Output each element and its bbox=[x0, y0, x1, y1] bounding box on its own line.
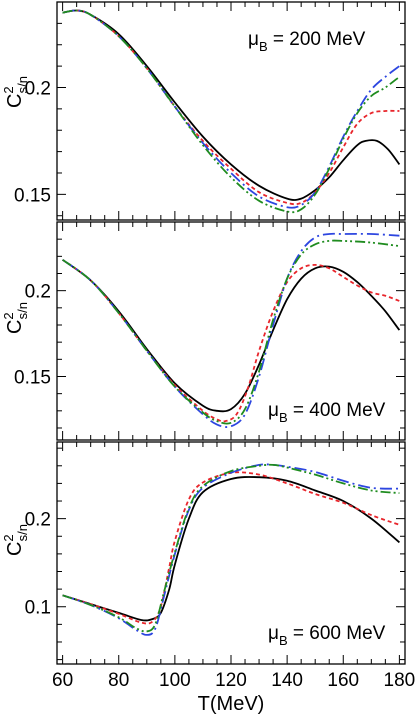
y-axis-label-main: C bbox=[4, 542, 26, 556]
series-line-0 bbox=[62, 9, 401, 201]
mu-symbol: μ bbox=[268, 623, 279, 644]
mu-symbol: μ bbox=[268, 400, 279, 421]
mu-b-annotation: μB = 600 MeV bbox=[268, 623, 386, 648]
y-axis-label-main: C bbox=[4, 94, 26, 108]
y-axis-label: C2s/n bbox=[1, 524, 30, 556]
mu-subscript: B bbox=[279, 633, 288, 648]
series-line-3 bbox=[62, 9, 400, 214]
y-tick-label: 0.15 bbox=[14, 367, 51, 388]
y-tick-label: 0.2 bbox=[25, 78, 51, 99]
mu-value: = 600 MeV bbox=[288, 623, 386, 644]
series-line-2 bbox=[62, 232, 400, 428]
series-line-1 bbox=[62, 471, 400, 625]
x-tick-label: 80 bbox=[108, 670, 129, 691]
y-tick-label: 0.2 bbox=[25, 282, 51, 303]
x-tick-label: 100 bbox=[159, 670, 191, 691]
mu-value: = 200 MeV bbox=[268, 29, 366, 50]
y-axis-label-main: C bbox=[4, 320, 26, 334]
panel-mu-600: 0.1 0.2 60 80 100 120 140 160 180 T(MeV) C2s/n μB =… bbox=[1, 441, 415, 715]
series-line-0 bbox=[62, 476, 400, 622]
mu-b-annotation: μB = 200 MeV bbox=[248, 29, 366, 54]
x-axis-label: T(MeV) bbox=[198, 693, 265, 715]
series-line-2 bbox=[62, 463, 400, 636]
mu-subscript: B bbox=[259, 39, 268, 54]
series-line-3 bbox=[62, 463, 400, 633]
mu-value: = 400 MeV bbox=[288, 400, 386, 421]
mu-subscript: B bbox=[279, 410, 288, 425]
y-axis-label-sup: 2 bbox=[1, 312, 16, 319]
y-tick-label: 0.2 bbox=[25, 510, 51, 531]
y-axis-label-sup: 2 bbox=[1, 534, 16, 541]
mu-symbol: μ bbox=[248, 29, 259, 50]
mu-b-annotation: μB = 400 MeV bbox=[268, 400, 386, 425]
series-line-1 bbox=[62, 259, 400, 423]
y-tick-label: 0.15 bbox=[14, 185, 51, 206]
y-axis-label-sub: s/n bbox=[15, 302, 30, 319]
x-tick-label: 160 bbox=[327, 670, 359, 691]
x-tick-label: 60 bbox=[52, 670, 73, 691]
y-axis-label-sub: s/n bbox=[15, 524, 30, 541]
y-axis-label: C2s/n bbox=[1, 76, 30, 108]
series-line-3 bbox=[62, 239, 400, 425]
y-axis-label-sub: s/n bbox=[15, 76, 30, 93]
series-line-0 bbox=[62, 259, 401, 413]
series-line-2 bbox=[62, 9, 400, 209]
x-tick-label: 180 bbox=[384, 670, 415, 691]
y-axis-label: C2s/n bbox=[1, 302, 30, 334]
x-tick-label: 120 bbox=[215, 670, 247, 691]
x-tick-label: 140 bbox=[271, 670, 303, 691]
y-tick-label: 0.1 bbox=[25, 598, 51, 619]
y-axis-label-sup: 2 bbox=[1, 86, 16, 93]
